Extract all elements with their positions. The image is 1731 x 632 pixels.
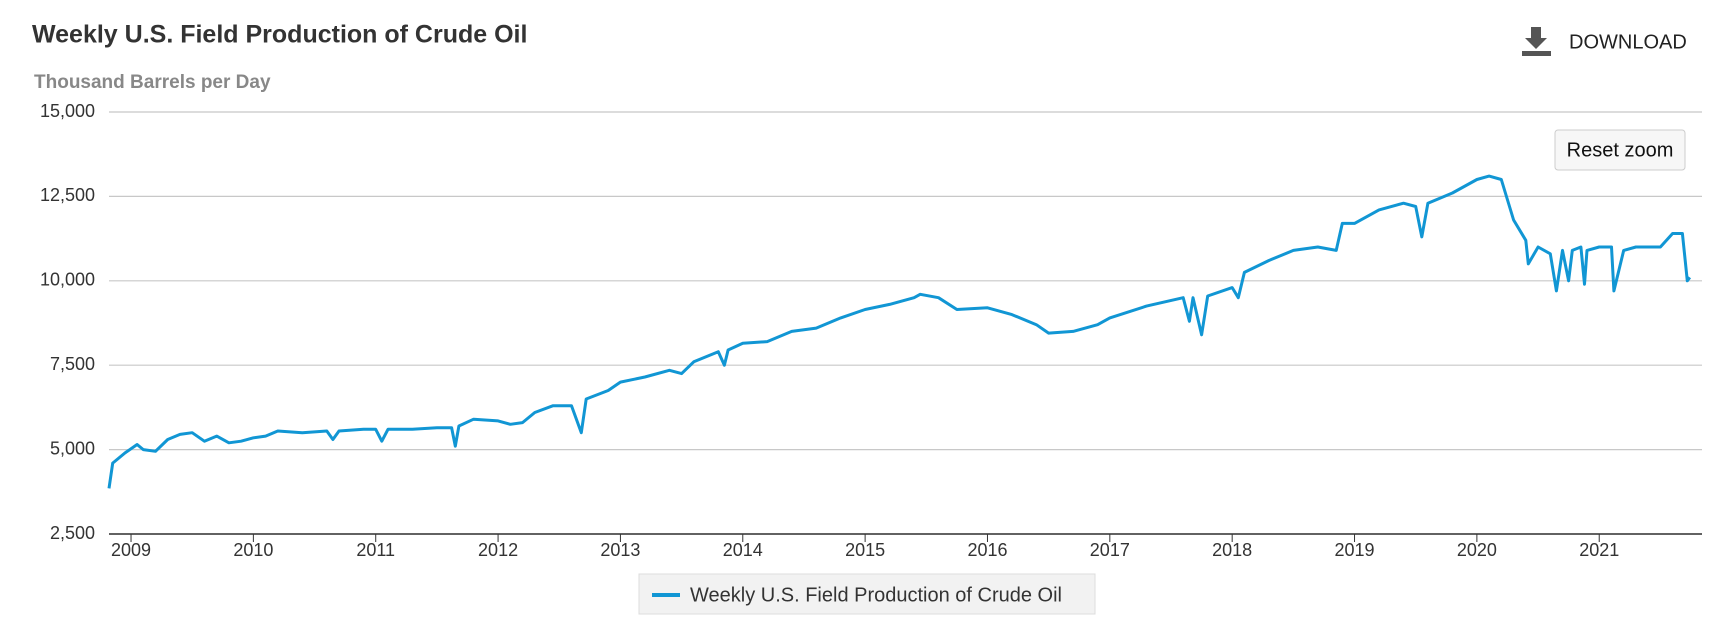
x-tick-label: 2021 — [1579, 540, 1619, 560]
download-button[interactable]: DOWNLOAD — [1522, 27, 1687, 56]
y-tick-label: 2,500 — [50, 523, 95, 543]
x-tick-label: 2011 — [356, 540, 395, 560]
legend[interactable]: Weekly U.S. Field Production of Crude Oi… — [638, 573, 1096, 615]
chart-subtitle: Thousand Barrels per Day — [34, 72, 271, 93]
legend-label: Weekly U.S. Field Production of Crude Oi… — [690, 584, 1062, 606]
y-tick-label: 5,000 — [50, 438, 95, 458]
download-label: DOWNLOAD — [1569, 31, 1687, 53]
x-tick-label: 2020 — [1457, 540, 1497, 560]
y-tick-label: 7,500 — [50, 354, 95, 374]
x-tick-label: 2017 — [1090, 540, 1130, 560]
x-tick-label: 2014 — [723, 540, 763, 560]
x-tick-label: 2013 — [600, 540, 640, 560]
download-icon — [1522, 27, 1551, 56]
x-tick-label: 2012 — [478, 540, 518, 560]
y-tick-label: 12,500 — [40, 185, 95, 205]
x-tick-label: 2018 — [1212, 540, 1252, 560]
x-tick-label: 2016 — [967, 540, 1007, 560]
reset-zoom-box — [1554, 129, 1686, 171]
x-tick-label: 2019 — [1335, 540, 1375, 560]
x-tick-label: 2009 — [111, 540, 151, 560]
x-tick-label: 2010 — [233, 540, 273, 560]
chart-title: Weekly U.S. Field Production of Crude Oi… — [32, 21, 527, 49]
y-tick-label: 10,000 — [40, 270, 95, 290]
data-line — [107, 174, 1692, 489]
y-tick-label: 15,000 — [40, 101, 95, 121]
reset-zoom-button[interactable]: Reset zoom — [1554, 129, 1686, 171]
x-tick-label: 2015 — [845, 540, 885, 560]
reset-zoom-label: Reset zoom — [1567, 139, 1674, 161]
legend-box — [638, 573, 1096, 615]
